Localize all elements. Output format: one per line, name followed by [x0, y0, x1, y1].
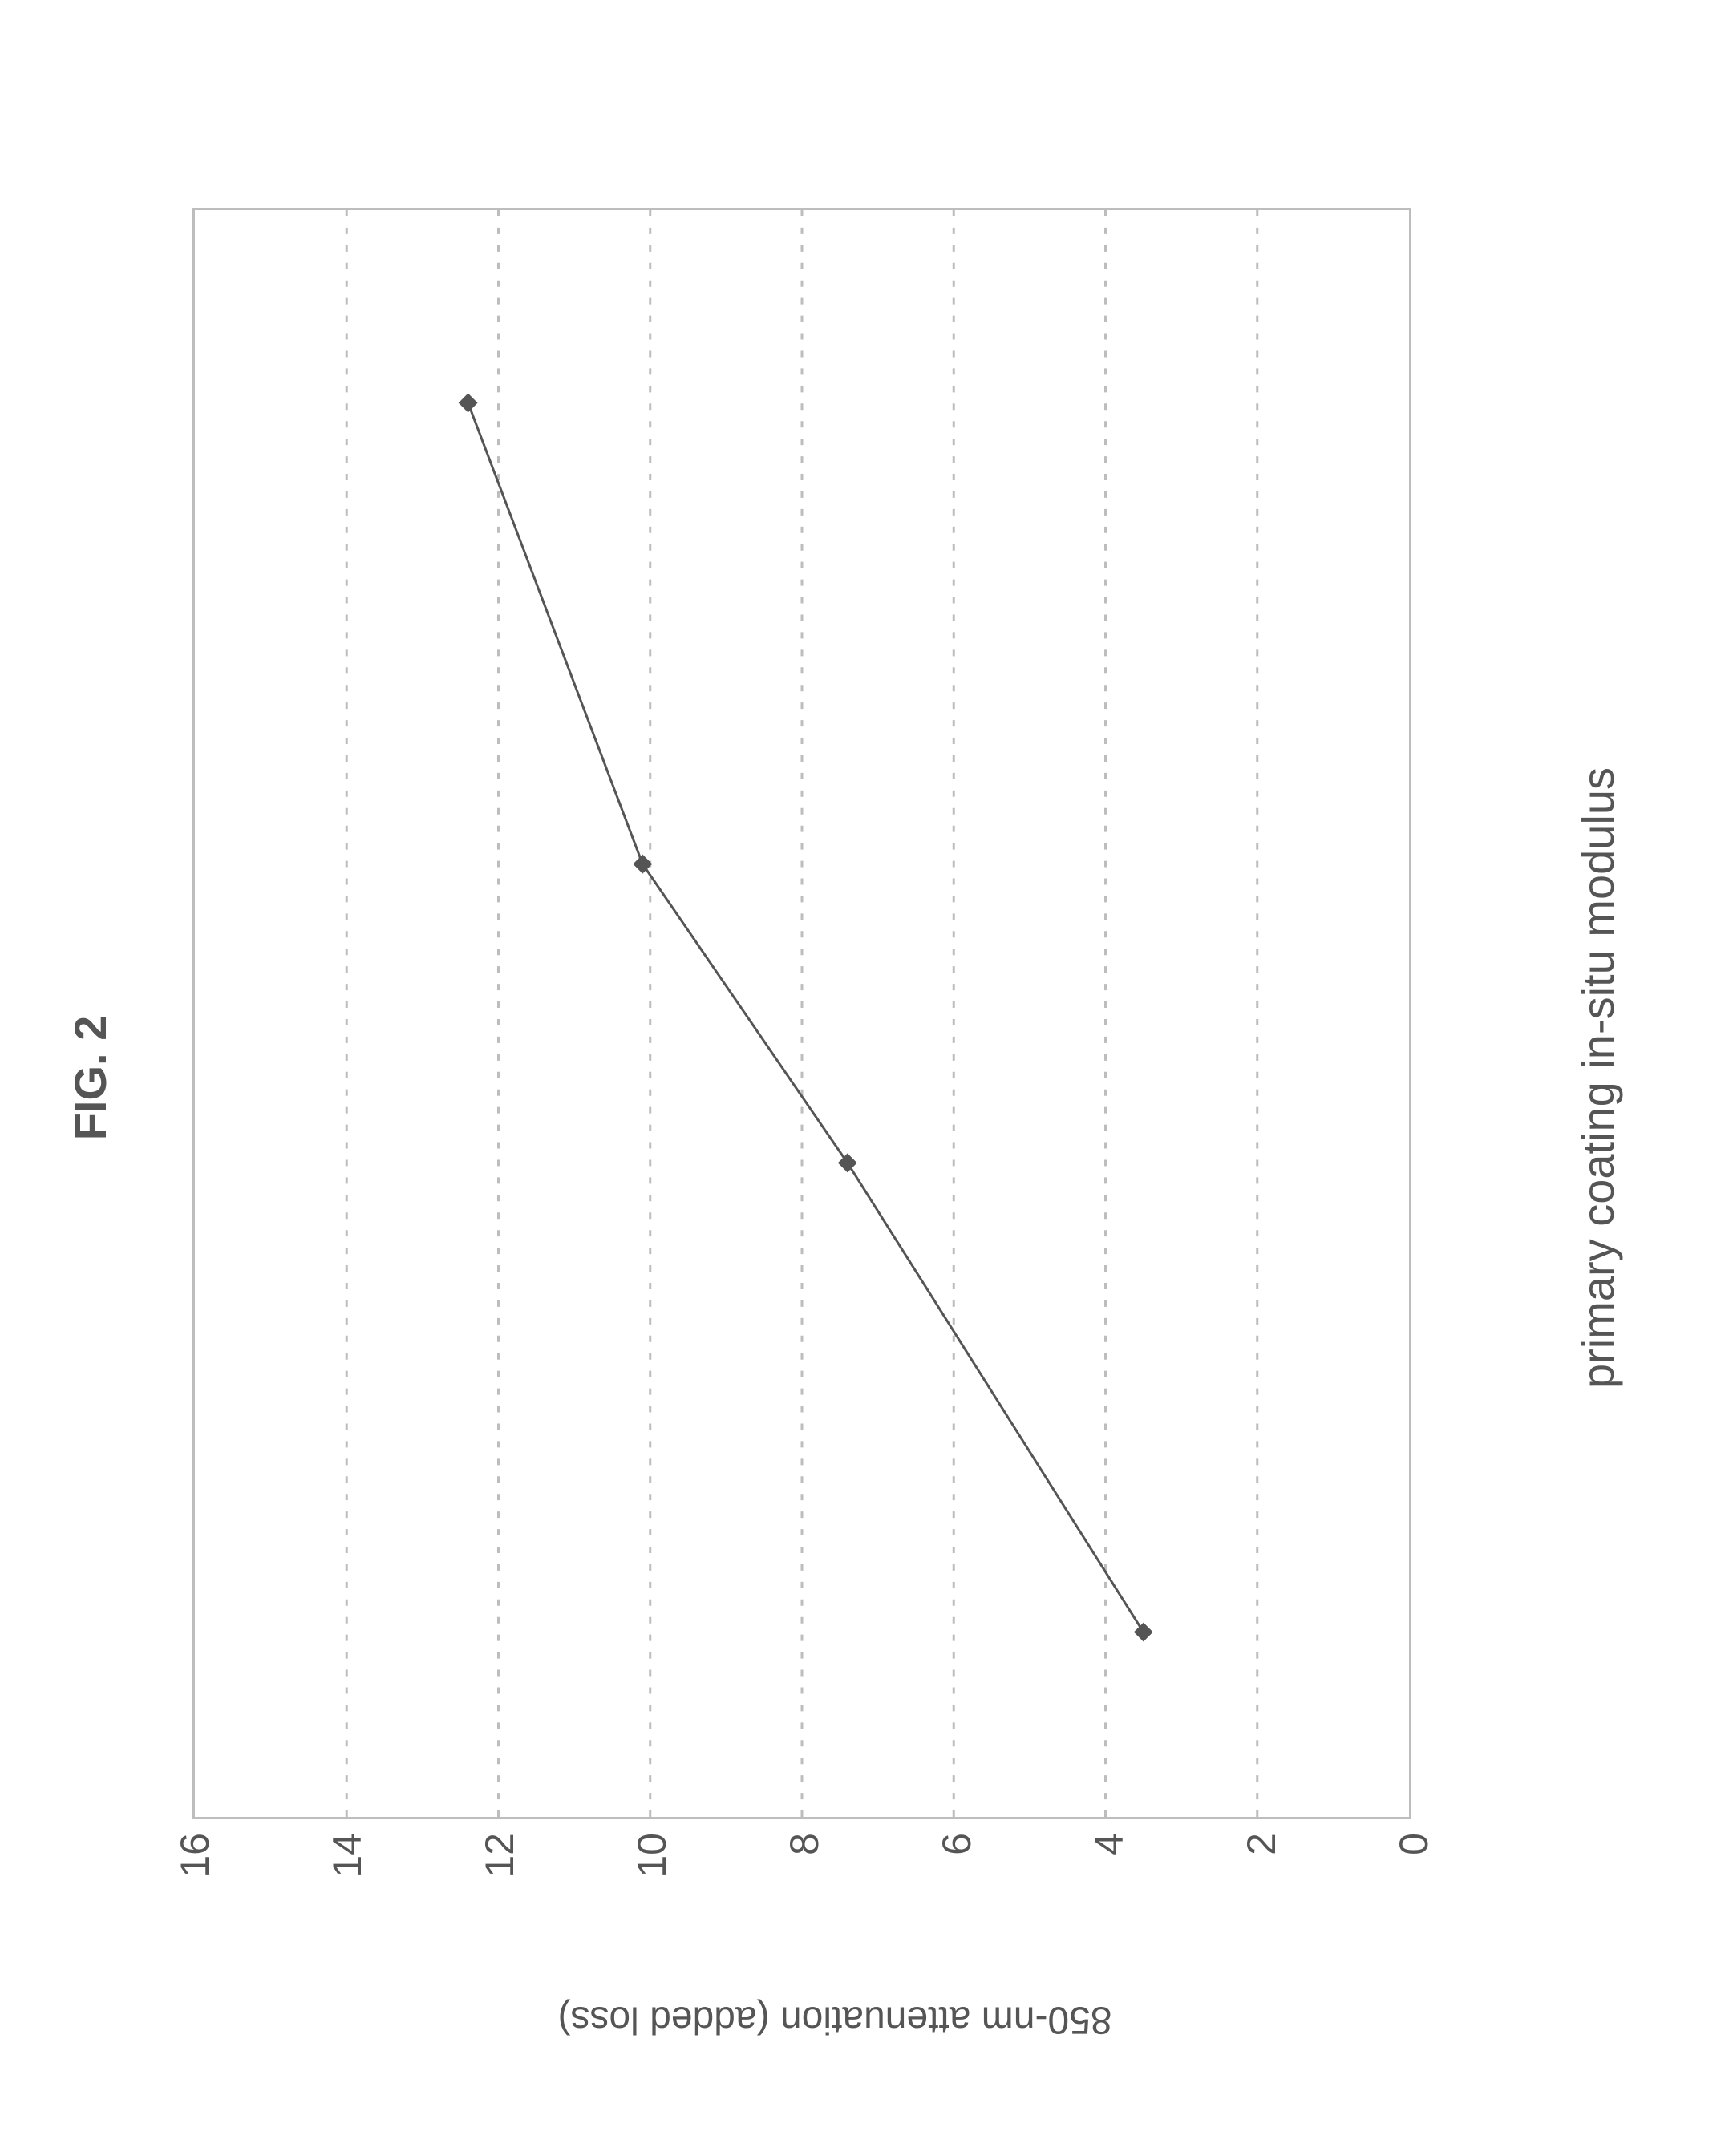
- y-tick-label: 12: [476, 1833, 523, 1878]
- plot-area: 0246810121416: [192, 208, 1411, 1819]
- y-axis-label: 850-nm attenuation (added loss): [557, 1998, 1111, 2042]
- y-tick-label: 6: [933, 1833, 980, 1855]
- page: FIG. 2 850-nm attenuation (added loss) 0…: [0, 423, 1733, 2156]
- x-axis-label: primary coating in-situ modulus: [1572, 0, 1624, 2156]
- figure-canvas: FIG. 2 850-nm attenuation (added loss) 0…: [0, 0, 1733, 2156]
- y-tick-label: 16: [172, 1833, 218, 1878]
- y-axis-label-wrap: 850-nm attenuation (added loss): [176, 1988, 1492, 2052]
- data-point-marker: [633, 855, 652, 874]
- figure-title: FIG. 2: [64, 0, 116, 2156]
- series-line: [468, 402, 1144, 1632]
- plot-wrap: 0246810121416: [176, 192, 1476, 1915]
- data-point-marker: [459, 394, 478, 413]
- y-tick-label: 4: [1086, 1833, 1132, 1855]
- data-point-marker: [1134, 1623, 1153, 1642]
- y-tick-label: 0: [1391, 1833, 1437, 1855]
- y-tick-label: 2: [1238, 1833, 1285, 1855]
- y-tick-label: 10: [629, 1833, 675, 1878]
- data-point-marker: [838, 1153, 857, 1172]
- y-tick-label: 14: [324, 1833, 370, 1878]
- chart-series: [195, 210, 1409, 1817]
- y-tick-label: 8: [781, 1833, 828, 1855]
